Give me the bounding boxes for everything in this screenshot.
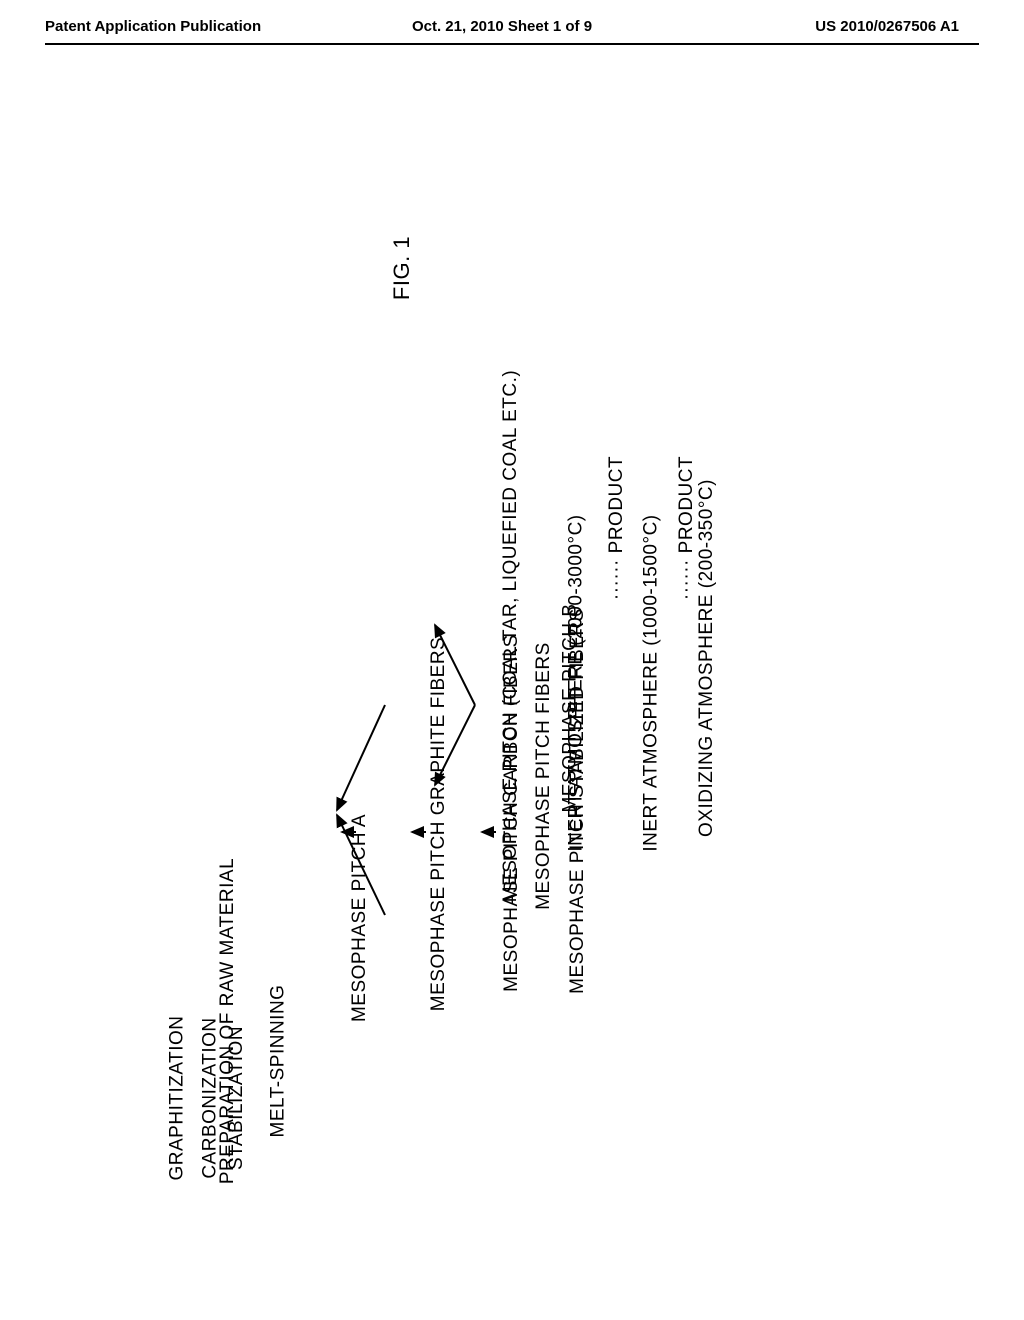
graphitization-label: GRAPHITIZATION <box>166 1016 188 1181</box>
arrow-carbonization <box>408 805 428 860</box>
figure-content: FIG. 1 MESOPHASE PITCH (COAL TAR, LIQUEF… <box>0 45 1024 1245</box>
oxidizing-atmosphere: OXIDIZING ATMOSPHERE (200-350°C) <box>696 479 718 837</box>
carbon-fibers: MESOPHASE PITCH CARBON FIBERS <box>501 634 523 992</box>
stabilization-label: STABILIZATION <box>226 1026 248 1170</box>
carbonization-label: CARBONIZATION <box>200 1017 222 1178</box>
arrow-graphitization <box>338 805 358 860</box>
melt-spinning: MELT-SPINNING <box>267 985 289 1138</box>
product-1: ······ PRODUCT <box>676 456 698 600</box>
figure-label: FIG. 1 <box>389 236 415 300</box>
graphite-fibers: MESOPHASE PITCH GRAPHITE FIBERS <box>428 637 450 1011</box>
inert-2000: INERT ATMOSPHERE (2000-3000°C) <box>566 514 588 851</box>
inert-1000: INERT ATMOSPHERE (1000-1500°C) <box>641 514 663 851</box>
pitch-fibers: MESOPHASE PITCH FIBERS <box>533 642 555 910</box>
header-right: US 2010/0267506 A1 <box>654 18 959 35</box>
page-header: Patent Application Publication Oct. 21, … <box>0 0 1024 43</box>
arrow-stabilization <box>478 805 498 860</box>
merge-arrows <box>325 680 395 940</box>
header-center: Oct. 21, 2010 Sheet 1 of 9 <box>350 18 655 35</box>
product-2: ······ PRODUCT <box>606 456 628 600</box>
header-left: Patent Application Publication <box>45 18 350 35</box>
